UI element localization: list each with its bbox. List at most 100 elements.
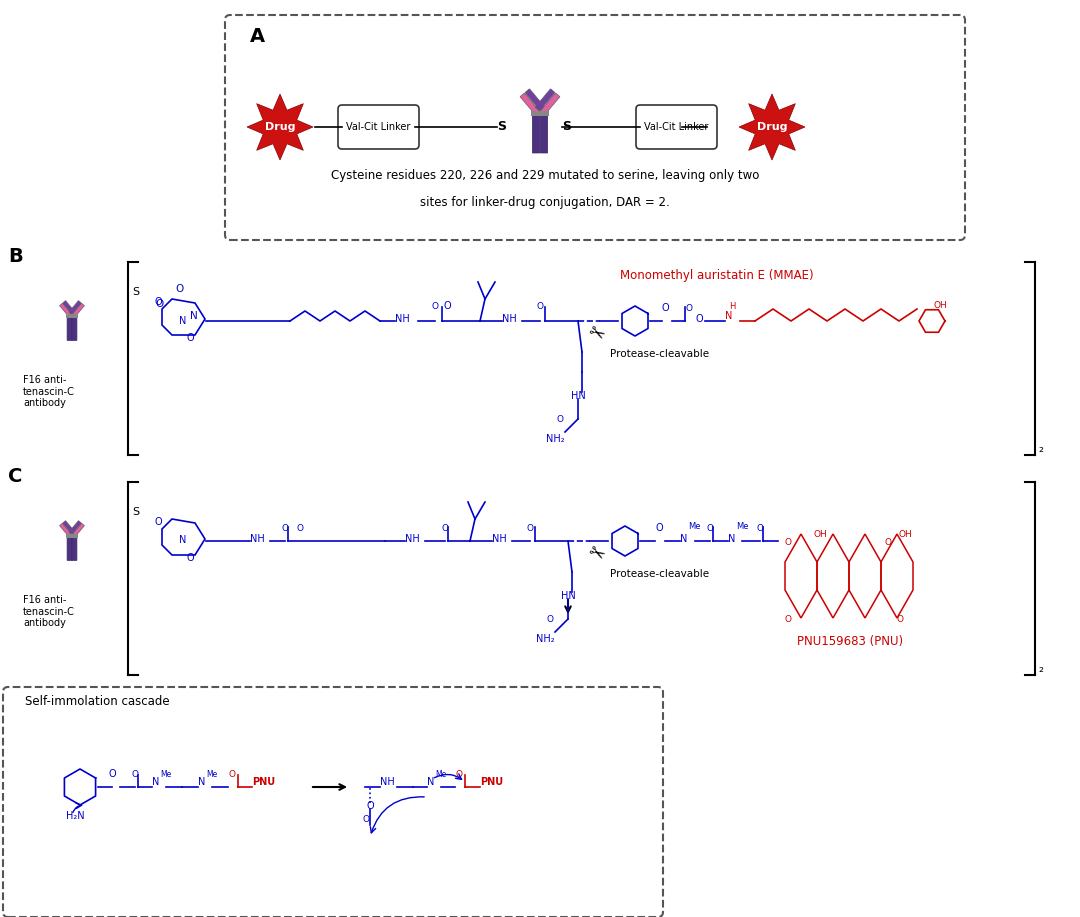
Text: O: O [556, 415, 564, 424]
Text: O: O [527, 524, 534, 533]
Text: O: O [442, 524, 448, 533]
Text: S: S [497, 120, 507, 133]
FancyBboxPatch shape [525, 89, 544, 111]
Text: N: N [179, 316, 187, 326]
Text: Protease-cleavable: Protease-cleavable [610, 569, 710, 579]
FancyBboxPatch shape [67, 315, 72, 340]
Text: O: O [363, 815, 370, 824]
FancyBboxPatch shape [69, 521, 81, 535]
FancyBboxPatch shape [540, 113, 548, 153]
FancyBboxPatch shape [540, 93, 559, 115]
Text: O: O [784, 538, 792, 547]
FancyBboxPatch shape [72, 304, 84, 317]
Text: HN: HN [570, 391, 585, 401]
FancyBboxPatch shape [636, 105, 717, 149]
Text: PNU: PNU [480, 777, 503, 787]
FancyBboxPatch shape [72, 315, 77, 340]
Text: O: O [108, 769, 116, 779]
Text: N: N [198, 777, 205, 787]
Text: Drug: Drug [265, 122, 295, 132]
Text: O: O [175, 284, 184, 294]
Text: NH: NH [249, 534, 265, 544]
Text: H₂N: H₂N [66, 811, 84, 821]
Text: O: O [896, 615, 904, 624]
Polygon shape [247, 94, 313, 160]
Text: ₂: ₂ [1038, 442, 1043, 455]
Polygon shape [739, 94, 805, 160]
Text: O: O [756, 524, 764, 533]
Text: B: B [8, 247, 23, 266]
FancyBboxPatch shape [67, 536, 72, 560]
Bar [66, 315, 78, 317]
Text: O: O [154, 517, 162, 527]
Text: NH: NH [405, 534, 420, 544]
Text: O: O [132, 770, 138, 779]
Text: O: O [228, 770, 235, 779]
FancyBboxPatch shape [521, 93, 540, 115]
FancyBboxPatch shape [532, 113, 540, 153]
Text: ₂: ₂ [1038, 662, 1043, 675]
Text: F16 anti-
tenascin-C
antibody: F16 anti- tenascin-C antibody [23, 375, 75, 408]
Text: PNU: PNU [252, 777, 275, 787]
FancyBboxPatch shape [72, 536, 77, 560]
Text: Me: Me [688, 522, 701, 531]
Text: O: O [706, 524, 714, 533]
Text: N: N [179, 535, 187, 545]
FancyBboxPatch shape [225, 15, 966, 240]
Text: O: O [685, 304, 692, 313]
Text: OH: OH [934, 301, 948, 310]
Text: NH: NH [492, 534, 507, 544]
FancyBboxPatch shape [338, 105, 419, 149]
Text: ✂: ✂ [583, 541, 607, 566]
Text: O: O [654, 523, 663, 533]
Text: O: O [432, 302, 438, 311]
FancyBboxPatch shape [72, 524, 84, 537]
Text: S: S [132, 287, 139, 297]
Text: NH₂: NH₂ [545, 434, 565, 444]
Text: O: O [156, 299, 163, 309]
Text: H: H [729, 302, 735, 311]
Text: C: C [8, 467, 23, 486]
Text: O: O [662, 303, 670, 313]
Text: O: O [186, 333, 193, 343]
Text: Val-Cit Linker: Val-Cit Linker [645, 122, 708, 132]
Text: N: N [190, 311, 198, 321]
Text: A: A [249, 27, 265, 46]
Text: N: N [680, 534, 687, 544]
Text: O: O [366, 801, 374, 811]
Text: Drug: Drug [757, 122, 787, 132]
Text: Monomethyl auristatin E (MMAE): Monomethyl auristatin E (MMAE) [620, 269, 813, 282]
Text: NH: NH [502, 314, 516, 324]
FancyBboxPatch shape [3, 687, 663, 917]
Text: sites for linker-drug conjugation, DAR = 2.: sites for linker-drug conjugation, DAR =… [420, 195, 670, 208]
Text: O: O [885, 538, 891, 547]
Text: Self-immolation cascade: Self-immolation cascade [25, 695, 170, 708]
Text: Me: Me [160, 770, 172, 779]
Text: O: O [282, 524, 288, 533]
Text: HN: HN [561, 591, 576, 601]
Text: NH₂: NH₂ [536, 634, 554, 644]
FancyBboxPatch shape [59, 524, 72, 537]
Text: O: O [443, 301, 450, 311]
FancyBboxPatch shape [63, 301, 76, 315]
Text: Me: Me [435, 770, 446, 779]
Text: Me: Me [735, 522, 748, 531]
Text: O: O [696, 314, 704, 324]
Text: N: N [427, 777, 434, 787]
Bar [531, 111, 549, 116]
Text: ✂: ✂ [583, 321, 607, 346]
Text: O: O [784, 615, 792, 624]
Text: O: O [455, 770, 462, 779]
Text: OH: OH [813, 530, 827, 539]
Text: Cysteine residues 220, 226 and 229 mutated to serine, leaving only two: Cysteine residues 220, 226 and 229 mutat… [330, 169, 759, 182]
Text: NH: NH [380, 777, 395, 787]
Text: Me: Me [206, 770, 217, 779]
Text: S: S [562, 120, 571, 133]
FancyBboxPatch shape [69, 301, 81, 315]
Text: NH: NH [395, 314, 409, 324]
Text: O: O [537, 302, 543, 311]
Text: OH: OH [899, 530, 912, 539]
Text: PNU159683 (PNU): PNU159683 (PNU) [797, 635, 903, 648]
Text: Val-Cit Linker: Val-Cit Linker [347, 122, 410, 132]
Text: O: O [186, 553, 193, 563]
